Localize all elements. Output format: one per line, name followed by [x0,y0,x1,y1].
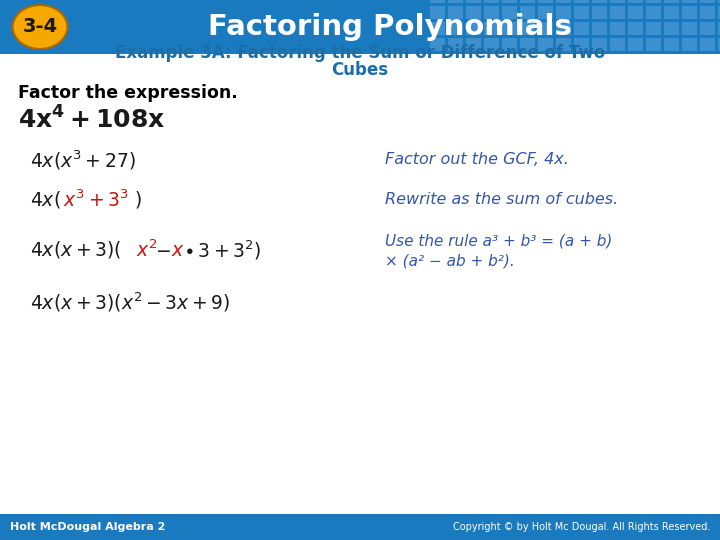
Bar [682,6,697,19]
Bar [592,6,607,19]
Bar [592,22,607,35]
Bar [628,0,643,3]
Bar [502,6,517,19]
Bar [430,6,445,19]
Bar [664,0,679,3]
Bar [0,514,720,540]
Bar [610,0,625,3]
Text: $x$: $x$ [171,240,185,260]
Text: Holt Mc​Dougal Algebra 2: Holt Mc​Dougal Algebra 2 [10,522,166,532]
Bar [448,38,463,51]
Bar [646,22,661,35]
Bar [520,38,535,51]
Text: Copyright © by Holt Mc Dougal. All Rights Reserved.: Copyright © by Holt Mc Dougal. All Right… [453,522,710,532]
Bar [484,6,499,19]
Text: 3-4: 3-4 [22,17,58,37]
Bar [574,22,589,35]
Bar [610,6,625,19]
Bar [448,6,463,19]
Bar [664,38,679,51]
Bar [520,22,535,35]
Bar [466,22,481,35]
Bar [520,6,535,19]
Bar [0,54,720,514]
Bar [574,0,589,3]
Bar [430,38,445,51]
Bar [556,38,571,51]
Bar [646,38,661,51]
Text: $-$: $-$ [155,240,171,260]
Bar [538,38,553,51]
Bar [574,6,589,19]
Bar [520,0,535,3]
Bar [574,38,589,51]
Bar [556,6,571,19]
Text: Rewrite as the sum of cubes.: Rewrite as the sum of cubes. [385,192,618,207]
Text: $x^2$: $x^2$ [136,239,158,261]
Bar [628,38,643,51]
Bar [466,0,481,3]
Bar [646,0,661,3]
Bar [484,38,499,51]
Text: $\bullet\,3 + 3^2)$: $\bullet\,3 + 3^2)$ [183,238,261,262]
Bar [556,22,571,35]
Bar [502,0,517,3]
Bar [592,38,607,51]
Bar [0,54,720,514]
Bar [466,38,481,51]
Bar [646,6,661,19]
Text: Factoring Polynomials: Factoring Polynomials [208,13,572,41]
Text: × (a² − ab + b²).: × (a² − ab + b²). [385,253,515,268]
Bar [718,38,720,51]
Text: $4x(x + 3)(x^2 - 3x + 9)$: $4x(x + 3)(x^2 - 3x + 9)$ [30,291,230,314]
Text: Factor out the GCF, 4x.: Factor out the GCF, 4x. [385,152,569,167]
Bar [430,22,445,35]
Bar [430,0,445,3]
Bar [682,38,697,51]
Bar [700,22,715,35]
Bar [448,22,463,35]
Bar [700,6,715,19]
Text: $4x($: $4x($ [30,190,60,211]
Bar [502,38,517,51]
Text: Cubes: Cubes [331,61,389,79]
Text: Factor the expression.: Factor the expression. [18,84,238,102]
Bar [610,38,625,51]
Bar [628,22,643,35]
Bar [502,22,517,35]
Bar [664,6,679,19]
Text: $)$: $)$ [134,190,142,211]
Bar [700,0,715,3]
Bar [0,0,720,54]
Bar [466,6,481,19]
Bar [718,0,720,3]
Bar [556,0,571,3]
Bar [448,0,463,3]
Bar [610,22,625,35]
Bar [628,6,643,19]
Bar [682,0,697,3]
Text: $\mathbf{4x^4 + 108x}$: $\mathbf{4x^4 + 108x}$ [18,106,166,133]
Bar [484,0,499,3]
Bar [592,0,607,3]
Bar [664,22,679,35]
Text: Example 3A: Factoring the Sum or Difference of Two: Example 3A: Factoring the Sum or Differe… [115,44,605,62]
Ellipse shape [12,5,68,49]
Text: Use the rule a³ + b³ = (a + b): Use the rule a³ + b³ = (a + b) [385,233,613,248]
Bar [682,22,697,35]
Bar [718,22,720,35]
Bar [718,6,720,19]
Bar [538,22,553,35]
Bar [538,0,553,3]
Bar [484,22,499,35]
Bar [538,6,553,19]
Bar [700,38,715,51]
Text: $4x(x + 3)($: $4x(x + 3)($ [30,240,122,260]
Text: $x^3 + 3^3$: $x^3 + 3^3$ [63,189,129,211]
Text: $4x(x^3 + 27)$: $4x(x^3 + 27)$ [30,148,136,172]
